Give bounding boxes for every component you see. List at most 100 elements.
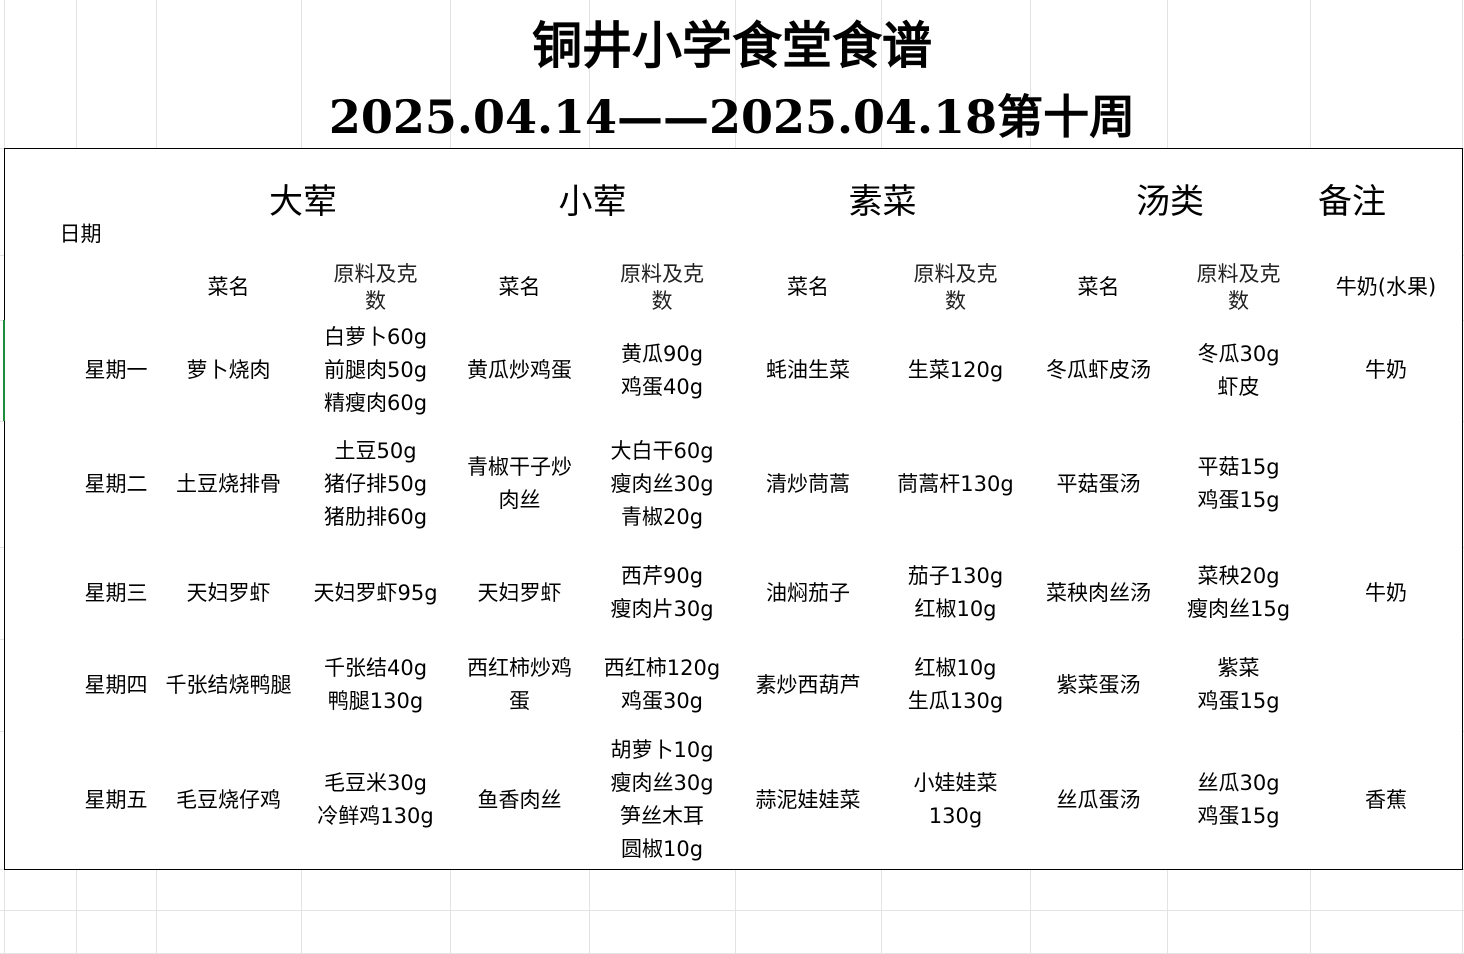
day-label-text: 星期一 xyxy=(84,358,148,382)
soup-ingredients-text: 菜秧20g 瘦肉丝15g xyxy=(1186,564,1291,621)
row-blank-cell xyxy=(4,639,77,732)
soup-ingredients: 平菇15g 鸡蛋15g xyxy=(1167,421,1311,548)
day-label-text: 星期二 xyxy=(84,471,148,496)
soup-dish: 冬瓜虾皮汤 xyxy=(1030,320,1168,422)
small-meat-dish-text: 天妇罗虾 xyxy=(477,580,562,605)
small-meat-ingredients: 大白干60g 瘦肉丝30g 青椒20g xyxy=(589,421,736,548)
small-meat-dish: 鱼香肉丝 xyxy=(450,731,590,870)
vegetable-ingredients: 小娃娃菜 130g xyxy=(881,731,1031,870)
vegetable-dish-text: 蒜泥娃娃菜 xyxy=(755,787,861,812)
soup-ingredients: 菜秧20g 瘦肉丝15g xyxy=(1167,547,1311,640)
remark: 牛奶 xyxy=(1310,547,1463,640)
big-meat-dish: 千张结烧鸭腿 xyxy=(156,639,302,732)
small-meat-dish-text: 鱼香肉丝 xyxy=(477,787,562,812)
small-meat-dish: 黄瓜炒鸡蛋 xyxy=(450,320,590,422)
subheader-ingredients: 原料及克 数 xyxy=(589,255,736,321)
small-meat-dish: 天妇罗虾 xyxy=(450,547,590,640)
big-meat-dish-text: 萝卜烧肉 xyxy=(186,358,271,382)
big-meat-ingredients-text: 土豆50g 猪仔排50g 猪肋排60g xyxy=(323,438,428,529)
subheader-ingredients: 原料及克 数 xyxy=(301,255,451,321)
small-meat-ingredients-text: 西红柿120g 鸡蛋30g xyxy=(603,656,721,713)
vegetable-ingredients-text: 茄子130g 红椒10g xyxy=(907,564,1004,621)
small-meat-ingredients: 西红柿120g 鸡蛋30g xyxy=(589,639,736,732)
big-meat-ingredients: 千张结40g 鸭腿130g xyxy=(301,639,451,732)
subheader-ingredients: 原料及克 数 xyxy=(881,255,1031,321)
subheader-dish-name: 菜名 xyxy=(1030,255,1168,321)
big-meat-dish: 毛豆烧仔鸡 xyxy=(156,731,302,870)
soup-ingredients-text: 紫菜 鸡蛋15g xyxy=(1197,656,1280,713)
subheader-ingredients-text: 原料及克 数 xyxy=(333,261,418,313)
day-label: 星期五 xyxy=(76,731,157,870)
small-meat-ingredients: 胡萝卜10g 瘦肉丝30g 笋丝木耳 圆椒10g xyxy=(589,731,736,870)
day-label: 星期四 xyxy=(76,639,157,732)
subheader-ingredients-text: 原料及克 数 xyxy=(1196,261,1281,313)
big-meat-ingredients-text: 毛豆米30g 冷鲜鸡130g xyxy=(317,771,434,828)
soup-dish-text: 菜秧肉丝汤 xyxy=(1046,580,1151,605)
soup-dish-text: 平菇蛋汤 xyxy=(1056,471,1141,496)
header-vegetable-text: 素菜 xyxy=(848,182,917,222)
vegetable-ingredients-text: 生菜120g xyxy=(907,358,1004,382)
header-big-meat-text: 大荤 xyxy=(269,182,337,222)
header-small-meat-text: 小荤 xyxy=(558,182,627,222)
vegetable-dish: 油焖茄子 xyxy=(735,547,882,640)
row-blank-cell xyxy=(4,547,77,640)
header-big-meat: 大荤 xyxy=(156,148,451,256)
subheader-dish-name-text: 菜名 xyxy=(498,275,541,299)
day-label-text: 星期三 xyxy=(84,580,148,605)
big-meat-ingredients-text: 白萝卜60g 前腿肉50g 精瘦肉60g xyxy=(323,325,428,415)
big-meat-ingredients-text: 千张结40g 鸭腿130g xyxy=(323,656,428,713)
vegetable-ingredients: 茄子130g 红椒10g xyxy=(881,547,1031,640)
subheader-dish-name-text: 菜名 xyxy=(207,275,250,299)
header-remark: 备注 xyxy=(1310,148,1463,256)
day-label: 星期一 xyxy=(76,320,157,422)
big-meat-dish-text: 千张结烧鸭腿 xyxy=(165,672,292,697)
vegetable-dish: 清炒茼蒿 xyxy=(735,421,882,548)
soup-ingredients-text: 平菇15g 鸡蛋15g xyxy=(1197,455,1280,512)
soup-dish: 丝瓜蛋汤 xyxy=(1030,731,1168,870)
vegetable-dish-text: 蚝油生菜 xyxy=(766,358,850,382)
row-blank-cell xyxy=(4,421,77,548)
remark: 牛奶 xyxy=(1310,320,1463,422)
big-meat-ingredients: 土豆50g 猪仔排50g 猪肋排60g xyxy=(301,421,451,548)
vegetable-dish-text: 油焖茄子 xyxy=(766,580,850,605)
day-label-text: 星期四 xyxy=(84,672,148,697)
vegetable-ingredients-text: 小娃娃菜 130g xyxy=(913,771,998,828)
subheader-ingredients-text: 原料及克 数 xyxy=(620,261,704,313)
selected-row-marker xyxy=(3,320,5,421)
vegetable-ingredients: 生菜120g xyxy=(881,320,1031,422)
soup-dish: 紫菜蛋汤 xyxy=(1030,639,1168,732)
vegetable-dish: 素炒西葫芦 xyxy=(735,639,882,732)
big-meat-dish: 萝卜烧肉 xyxy=(156,320,302,422)
big-meat-dish: 天妇罗虾 xyxy=(156,547,302,640)
vegetable-dish-text: 清炒茼蒿 xyxy=(766,471,850,496)
day-label: 星期二 xyxy=(76,421,157,548)
soup-ingredients: 冬瓜30g 虾皮 xyxy=(1167,320,1311,422)
big-meat-dish-text: 毛豆烧仔鸡 xyxy=(176,787,281,812)
small-meat-ingredients: 黄瓜90g 鸡蛋40g xyxy=(589,320,736,422)
page-subtitle: 2025.04.14——2025.04.18第十周 xyxy=(328,90,1136,144)
vegetable-ingredients: 红椒10g 生瓜130g xyxy=(881,639,1031,732)
header-remark-text: 备注 xyxy=(1318,182,1386,222)
soup-dish-text: 丝瓜蛋汤 xyxy=(1056,787,1141,812)
remark-text: 香蕉 xyxy=(1365,787,1407,812)
subheader-milk-fruit: 牛奶(水果) xyxy=(1310,255,1463,321)
soup-dish: 菜秧肉丝汤 xyxy=(1030,547,1168,640)
big-meat-ingredients-text: 天妇罗虾95g xyxy=(313,580,438,605)
day-label: 星期三 xyxy=(76,547,157,640)
day-label-text: 星期五 xyxy=(84,787,148,812)
vegetable-ingredients: 茼蒿杆130g xyxy=(881,421,1031,548)
header-soup: 汤类 xyxy=(1030,148,1311,256)
vegetable-dish: 蚝油生菜 xyxy=(735,320,882,422)
vegetable-ingredients-text: 红椒10g 生瓜130g xyxy=(907,656,1004,713)
soup-ingredients-text: 冬瓜30g 虾皮 xyxy=(1197,341,1280,399)
page-title: 铜井小学食堂食谱 xyxy=(532,16,932,75)
big-meat-dish-text: 土豆烧排骨 xyxy=(176,471,281,496)
small-meat-dish-text: 黄瓜炒鸡蛋 xyxy=(467,358,572,382)
subheader-ingredients-text: 原料及克 数 xyxy=(913,261,998,313)
row-blank-cell xyxy=(4,320,77,422)
soup-ingredients: 紫菜 鸡蛋15g xyxy=(1167,639,1311,732)
vegetable-dish: 蒜泥娃娃菜 xyxy=(735,731,882,870)
header-soup-text: 汤类 xyxy=(1136,182,1204,222)
header-date-text: 日期 xyxy=(59,222,102,246)
vegetable-dish-text: 素炒西葫芦 xyxy=(755,672,861,697)
